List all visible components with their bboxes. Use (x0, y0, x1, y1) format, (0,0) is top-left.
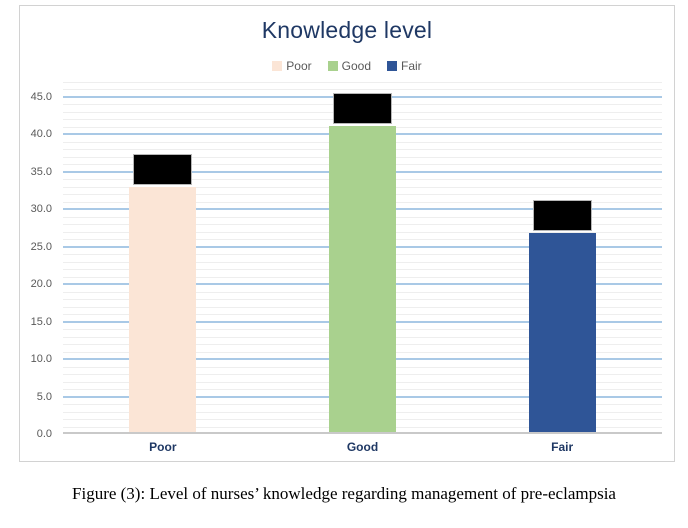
data-label-redaction-box (133, 153, 193, 185)
category-label-good: Good (346, 440, 379, 454)
bar-good (329, 126, 396, 432)
legend-label: Good (341, 59, 372, 73)
y-tick-label: 15.0 (30, 315, 52, 328)
chart-frame: Knowledge level Poor Good Fair 0.0 5.0 10.0 1… (19, 5, 675, 462)
legend-item-good: Good (327, 59, 372, 73)
x-axis-line (63, 432, 662, 434)
data-label-redaction-box (532, 200, 592, 232)
category-label-fair: Fair (551, 440, 574, 454)
figure-caption: Figure (3): Level of nurses’ knowledge r… (72, 484, 616, 503)
category-label-poor: Poor (149, 440, 177, 454)
plot-area (63, 81, 662, 434)
data-label-redaction-box (333, 93, 392, 124)
y-axis-labels: 0.0 5.0 10.0 15.0 20.0 25.0 30.0 35.0 40.0 45.0 (20, 81, 52, 441)
y-tick-label: 45.0 (30, 90, 52, 103)
minor-gridline (63, 81, 662, 83)
legend-swatch-good (327, 61, 338, 71)
legend-swatch-fair (387, 61, 398, 71)
legend-swatch-poor (272, 61, 283, 71)
y-tick-label: 20.0 (30, 278, 52, 290)
chart-legend: Poor Good Fair (20, 59, 674, 73)
minor-gridline (63, 89, 662, 90)
x-axis-labels: Poor Good Fair (63, 440, 662, 454)
bar-fair (528, 233, 596, 432)
y-tick-label: 30.0 (30, 203, 52, 215)
bar-poor (129, 186, 197, 432)
y-tick-label: 40.0 (30, 128, 52, 140)
chart-title: Knowledge level (261, 17, 433, 43)
legend-label: Poor (286, 59, 312, 73)
y-tick-label: 5.0 (36, 390, 52, 403)
y-tick-label: 10.0 (30, 353, 52, 365)
y-tick-label: 25.0 (30, 240, 52, 253)
legend-item-poor: Poor (272, 59, 312, 73)
y-tick-label: 0.0 (36, 428, 52, 440)
legend-item-fair: Fair (387, 59, 422, 73)
y-tick-label: 35.0 (30, 165, 52, 178)
legend-label: Fair (401, 59, 422, 73)
